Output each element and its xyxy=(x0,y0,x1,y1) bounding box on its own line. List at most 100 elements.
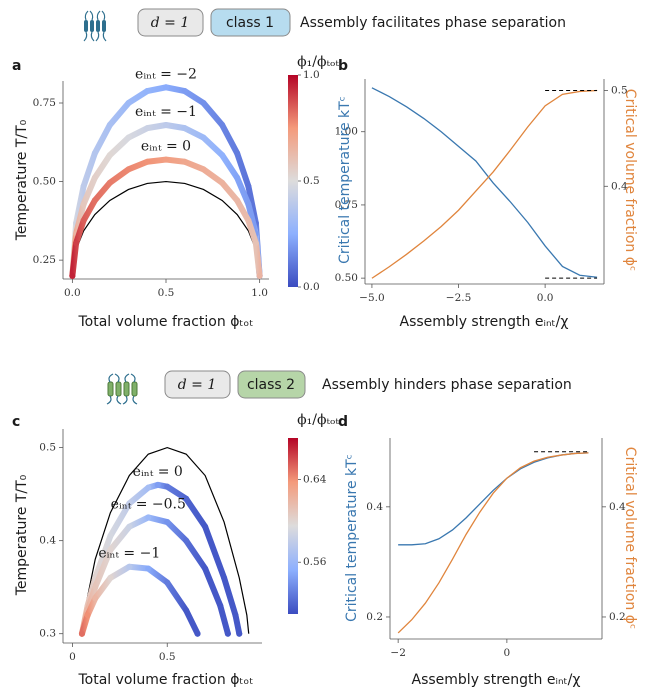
x-tick-label: −5.0 xyxy=(359,292,385,304)
colorbar-tick-label: 0.64 xyxy=(303,473,327,485)
panel-letter: d xyxy=(338,414,348,430)
y2-tick-label: 0.4 xyxy=(609,501,626,513)
arc-point xyxy=(84,612,91,619)
x-tick-label: 0.5 xyxy=(159,651,176,663)
x-axis-label: Total volume fraction ϕₜₒₜ xyxy=(78,672,254,688)
arc-point xyxy=(145,565,152,572)
arc-point xyxy=(256,272,263,279)
arc-point xyxy=(181,158,188,165)
arc-point xyxy=(224,630,231,637)
colorbar-tick-label: 0.0 xyxy=(303,281,320,293)
arc-point xyxy=(234,197,241,204)
arc-point xyxy=(126,523,133,530)
series-line xyxy=(371,87,598,278)
y2-axis-label: Critical volume fraction ϕᶜ xyxy=(622,447,638,629)
x-tick-label: −2.5 xyxy=(446,292,472,304)
arc-point xyxy=(154,481,161,488)
x-tick-label: 0 xyxy=(69,651,76,663)
x-tick-label: 1.0 xyxy=(251,287,268,299)
panel-letter: a xyxy=(12,58,21,74)
x-tick-label: 0.0 xyxy=(64,287,81,299)
header-icon xyxy=(106,373,138,405)
arc-point xyxy=(219,152,226,159)
arc-point xyxy=(163,84,169,91)
arc-point xyxy=(181,125,188,132)
arc-point xyxy=(221,574,228,581)
badge xyxy=(237,370,306,399)
y-tick-label: 0.25 xyxy=(33,254,56,266)
arc-point xyxy=(107,574,114,581)
arc-point xyxy=(125,100,132,106)
arc-point xyxy=(202,523,209,530)
arc-point xyxy=(234,150,241,157)
series-line xyxy=(398,452,589,546)
arc-point xyxy=(144,125,151,132)
arc-point xyxy=(106,122,113,128)
colorbar-title: ϕ₁/ϕₜₒₜ xyxy=(297,54,339,70)
arc-point xyxy=(236,630,243,637)
arc-point xyxy=(107,533,114,539)
badge xyxy=(137,8,204,37)
badge xyxy=(164,370,231,399)
y-tick-label: 0.3 xyxy=(39,628,56,640)
colorbar-tick-label: 0.56 xyxy=(303,556,327,568)
colorbar-tick-label: 1.0 xyxy=(303,69,320,81)
arc-point xyxy=(91,174,98,181)
y2-tick-label: 0.5 xyxy=(611,84,628,96)
arc-point xyxy=(202,565,209,572)
arc-point xyxy=(80,217,87,224)
arc-point xyxy=(125,134,132,141)
x-axis-label: Assembly strength eᵢₙₜ/χ xyxy=(400,314,569,330)
y-tick-label: 0.4 xyxy=(39,535,56,547)
header-icon xyxy=(83,10,107,42)
arc-point xyxy=(234,174,241,181)
curve-annotation: eᵢₙₜ = −1 xyxy=(135,104,197,120)
arc-point xyxy=(145,484,152,491)
arc-line xyxy=(69,156,263,279)
arc-point xyxy=(245,201,252,208)
header-description: Assembly facilitates phase separation xyxy=(300,15,566,31)
arc-point xyxy=(145,514,152,521)
series-line xyxy=(397,452,589,634)
y-axis-label: Critical temperature kTᶜ xyxy=(344,454,360,622)
y2-tick-label: 0.2 xyxy=(609,611,626,623)
x-tick-label: 0.5 xyxy=(158,287,175,299)
y-tick-label: 0.4 xyxy=(366,501,383,513)
badge-label: d = 1 xyxy=(151,15,190,31)
x-axis-label: Total volume fraction ϕₜₒₜ xyxy=(78,314,254,330)
arc-point xyxy=(217,602,224,609)
arc-point xyxy=(125,166,132,173)
curve-annotation: eᵢₙₜ = −0.5 xyxy=(111,496,186,512)
y-tick-label: 0.5 xyxy=(39,442,56,454)
binodal-line xyxy=(71,180,261,276)
arc-point xyxy=(126,563,133,570)
x-tick-label: 0.0 xyxy=(537,292,554,304)
badge-label: class 1 xyxy=(226,15,274,31)
arc-point xyxy=(92,595,99,602)
colorbar-title: ϕ₁/ϕₜₒₜ xyxy=(297,412,339,428)
arc-point xyxy=(200,100,207,106)
arc-point xyxy=(164,579,171,586)
arc-point xyxy=(245,217,252,224)
arc-point xyxy=(252,240,259,247)
arc-point xyxy=(219,179,226,186)
y-tick-label: 1.00 xyxy=(335,126,358,138)
header-description: Assembly hinders phase separation xyxy=(322,377,572,393)
arc-point xyxy=(200,134,207,141)
arc-point xyxy=(183,607,190,614)
curve-annotation: eᵢₙₜ = −2 xyxy=(135,66,197,82)
arc-point xyxy=(92,584,99,591)
arc-point xyxy=(183,495,190,502)
arc-point xyxy=(107,546,114,553)
panel-letter: b xyxy=(338,58,348,74)
arc-point xyxy=(91,150,98,157)
arc-point xyxy=(78,630,85,637)
y-tick-label: 0.50 xyxy=(335,272,358,284)
arc-point xyxy=(80,201,87,208)
x-axis-label: Assembly strength eᵢₙₜ/χ xyxy=(412,672,581,688)
arc-point xyxy=(163,122,169,128)
arc-point xyxy=(194,630,201,637)
arc-point xyxy=(106,179,113,186)
binodal-line xyxy=(81,446,250,634)
